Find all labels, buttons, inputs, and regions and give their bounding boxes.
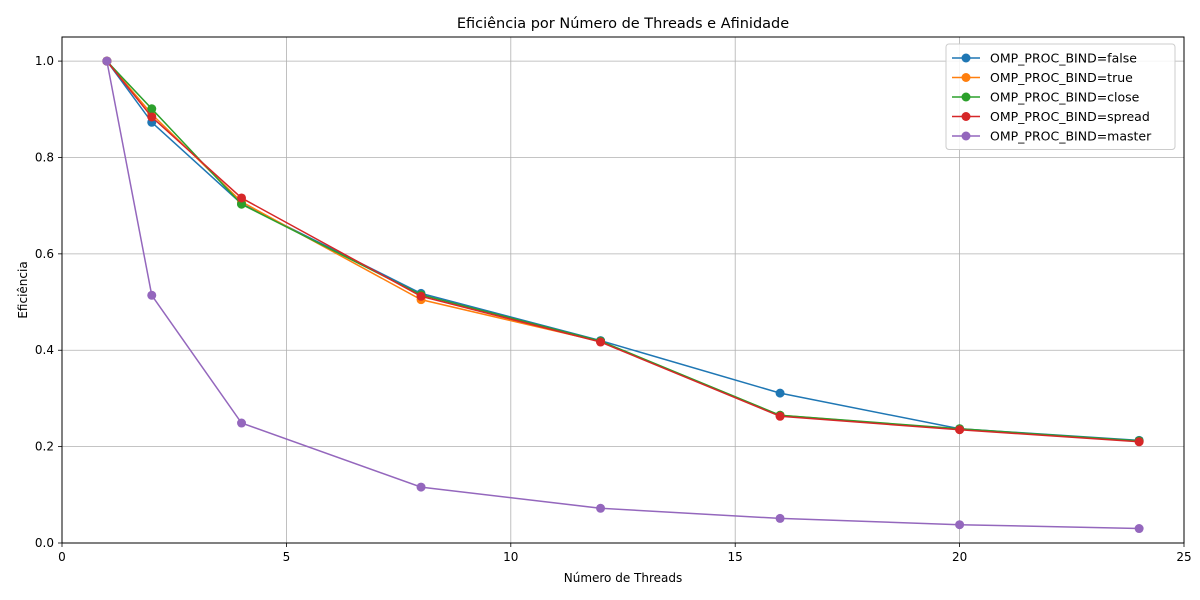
data-point (596, 503, 606, 513)
data-point (416, 291, 426, 301)
legend: OMP_PROC_BIND=false OMP_PROC_BIND=true OMP… (945, 43, 1176, 150)
data-point (102, 56, 112, 66)
x-tick-label: 25 (1176, 550, 1191, 564)
data-point (596, 337, 606, 347)
x-axis-ticks: 0 5 10 15 20 25 (58, 543, 1192, 564)
data-point (775, 411, 785, 421)
y-tick-label: 0.8 (35, 150, 54, 164)
x-tick-label: 20 (952, 550, 967, 564)
legend-entry: OMP_PROC_BIND=spread (952, 109, 1150, 124)
legend-marker (961, 112, 971, 121)
y-tick-label: 0.0 (35, 536, 54, 550)
data-point (775, 513, 785, 523)
y-axis-title: Eficiência (16, 261, 30, 318)
data-point (237, 193, 247, 203)
data-point (955, 425, 965, 435)
y-axis-ticks: 0.0 0.2 0.4 0.6 0.8 1.0 (35, 54, 62, 550)
data-point (775, 388, 785, 398)
x-tick-label: 15 (728, 550, 743, 564)
data-point (147, 290, 157, 300)
legend-label: OMP_PROC_BIND=spread (990, 109, 1150, 124)
x-tick-label: 5 (283, 550, 291, 564)
data-point (237, 199, 247, 209)
data-point (1134, 437, 1144, 447)
legend-marker (961, 53, 971, 63)
data-point (416, 482, 426, 492)
y-tick-label: 0.2 (35, 440, 54, 454)
legend-entry: OMP_PROC_BIND=false (952, 51, 1137, 66)
series-line (106, 60, 1140, 530)
x-tick-label: 0 (58, 550, 66, 564)
series-master (102, 56, 1144, 534)
legend-marker (961, 92, 971, 102)
data-point (955, 520, 965, 530)
chart-title: Eficiência por Número de Threads e Afini… (457, 16, 789, 32)
legend-label: OMP_PROC_BIND=master (990, 129, 1152, 144)
data-point (147, 104, 157, 114)
legend-marker (961, 131, 971, 141)
legend-entry: OMP_PROC_BIND=master (952, 129, 1152, 144)
data-point (147, 112, 157, 122)
x-tick-label: 10 (503, 550, 518, 564)
series-layer (102, 56, 1144, 534)
legend-label: OMP_PROC_BIND=false (990, 51, 1137, 66)
data-point (1134, 524, 1144, 534)
legend-label: OMP_PROC_BIND=true (990, 70, 1133, 85)
data-point (237, 418, 247, 428)
series-line (106, 60, 1140, 442)
series-line (106, 60, 1140, 443)
y-tick-label: 0.4 (35, 343, 54, 357)
legend-box (945, 43, 1176, 150)
legend-marker (961, 73, 971, 82)
legend-entry: OMP_PROC_BIND=close (952, 90, 1140, 105)
plot-frame (61, 36, 1185, 544)
y-tick-label: 1.0 (35, 54, 54, 68)
legend-entry: OMP_PROC_BIND=true (952, 70, 1133, 85)
y-tick-label: 0.6 (35, 247, 54, 261)
series-line (106, 60, 1140, 442)
legend-label: OMP_PROC_BIND=close (990, 90, 1140, 105)
x-axis-title: Número de Threads (564, 571, 683, 585)
